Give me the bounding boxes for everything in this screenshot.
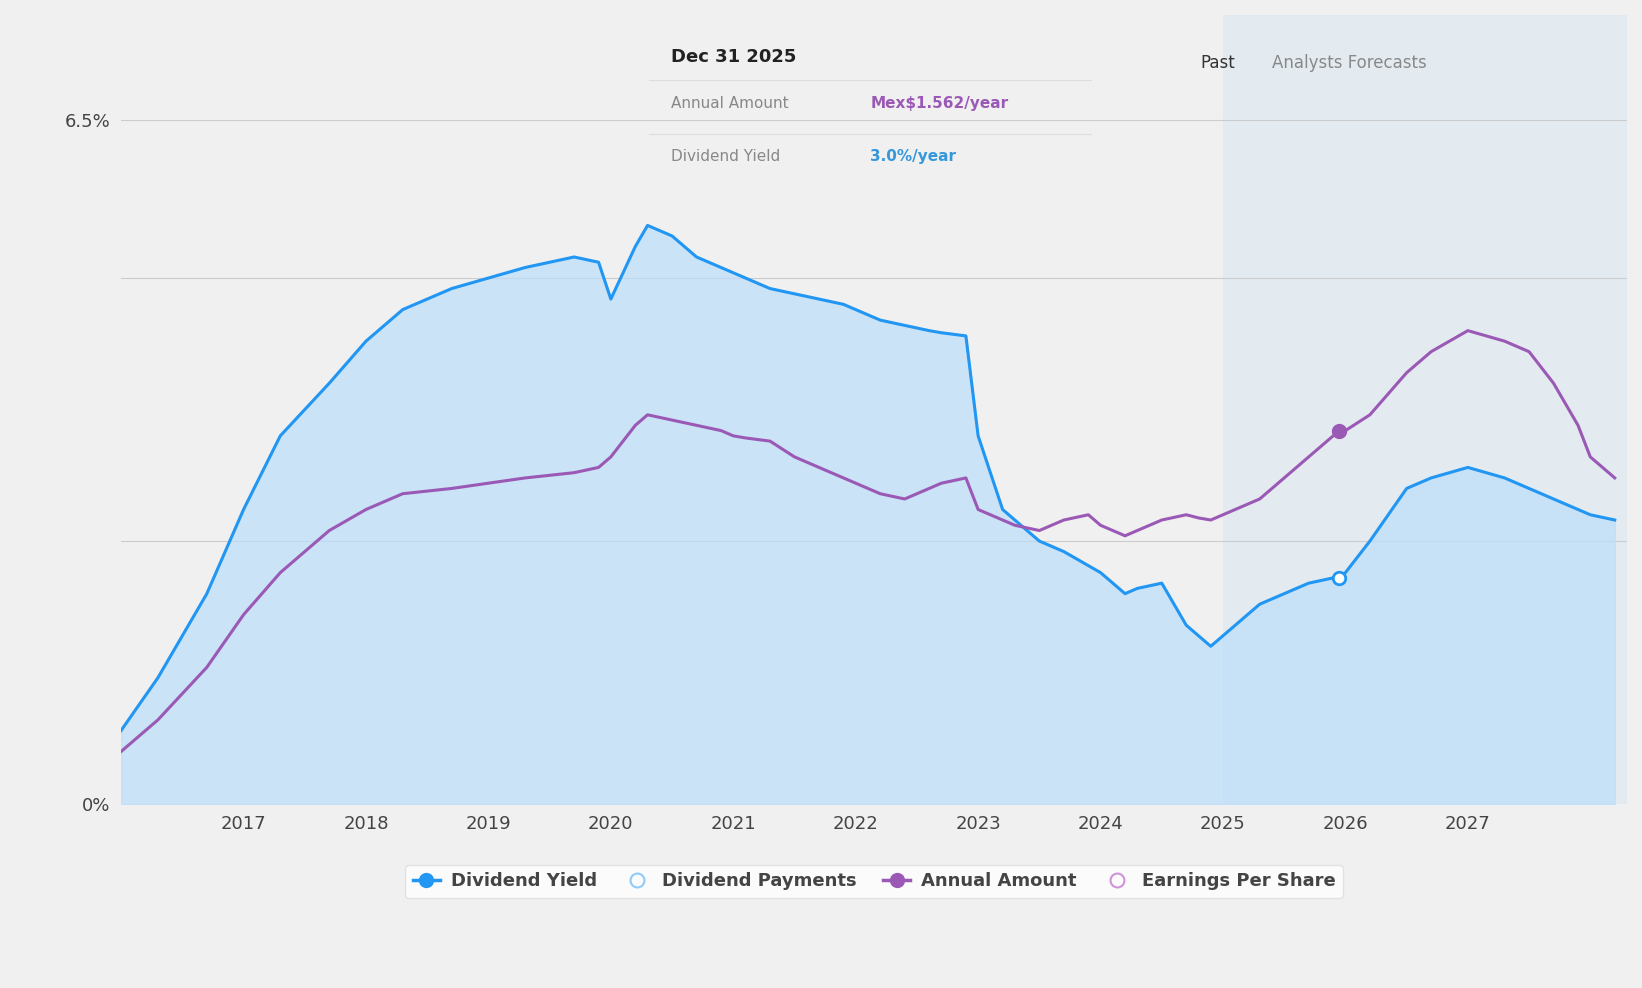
Text: 3.0%/year: 3.0%/year: [870, 149, 956, 164]
Text: Annual Amount: Annual Amount: [672, 96, 788, 111]
Bar: [1223, 15, 1627, 804]
Text: Dec 31 2025: Dec 31 2025: [672, 48, 796, 66]
Text: Past: Past: [1200, 54, 1235, 72]
Text: Mex$1.562/year: Mex$1.562/year: [870, 96, 1008, 111]
Legend: Dividend Yield, Dividend Payments, Annual Amount, Earnings Per Share: Dividend Yield, Dividend Payments, Annua…: [406, 865, 1343, 898]
Text: Analysts Forecasts: Analysts Forecasts: [1273, 54, 1427, 72]
Text: Dividend Yield: Dividend Yield: [672, 149, 780, 164]
